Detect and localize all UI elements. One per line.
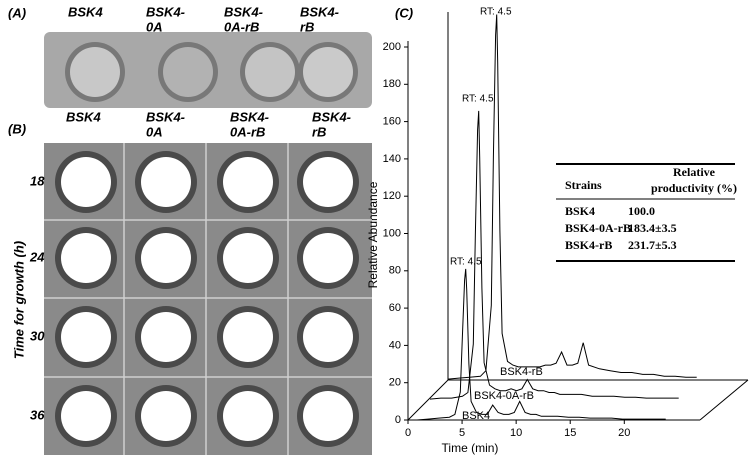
- peak-annotation: RT: 4.5: [450, 257, 482, 268]
- table-cell: BSK4: [565, 204, 595, 218]
- y-tick-label: 160: [383, 116, 401, 128]
- series-label: BSK4: [462, 410, 490, 422]
- plate-disc: [163, 47, 213, 97]
- row-label: 18: [30, 173, 45, 188]
- column-header: 0A: [146, 124, 163, 139]
- panel-label: (B): [8, 121, 26, 136]
- table-cell: 231.7±5.3: [628, 238, 677, 252]
- plate-disc: [141, 157, 191, 207]
- x-tick-label: 15: [564, 427, 576, 439]
- table-cell: BSK4-0A-rB: [565, 221, 631, 235]
- table-cell: BSK4-rB: [565, 238, 612, 252]
- plate-disc: [303, 157, 353, 207]
- x-tick-label: 0: [405, 427, 411, 439]
- plate-disc: [303, 391, 353, 441]
- row-label: 30: [30, 328, 45, 343]
- plate-disc: [61, 312, 111, 362]
- table-header: Relative: [673, 165, 716, 179]
- panel-label: (A): [8, 5, 26, 20]
- column-header: BSK4-: [312, 109, 351, 124]
- plate-disc: [141, 233, 191, 283]
- row-label: 24: [29, 249, 45, 264]
- x-tick-label: 20: [618, 427, 630, 439]
- plate-disc: [303, 312, 353, 362]
- x-axis-label: Time (min): [442, 441, 499, 455]
- y-tick-label: 120: [383, 190, 401, 202]
- plate-disc: [70, 47, 120, 97]
- y-axis-label: Relative Abundance: [366, 181, 380, 288]
- plate-disc: [141, 391, 191, 441]
- column-header: BSK4-: [224, 4, 263, 19]
- table-header: Strains: [565, 178, 602, 192]
- trace: [447, 14, 697, 380]
- table-cell: 183.4±3.5: [628, 221, 677, 235]
- y-tick-label: 180: [383, 78, 401, 90]
- column-header: BSK4: [66, 109, 101, 124]
- column-header: BSK4-: [230, 109, 269, 124]
- depth-line: [699, 379, 749, 421]
- y-tick-label: 60: [389, 302, 401, 314]
- row-axis-label: Time for growth (h): [11, 241, 26, 359]
- plate-disc: [223, 391, 273, 441]
- table-header: productivity (%): [651, 181, 737, 195]
- series-label: BSK4-0A-rB: [474, 390, 534, 402]
- plate-disc: [141, 312, 191, 362]
- column-header: 0A-rB: [224, 19, 259, 34]
- column-header: BSK4-: [146, 109, 185, 124]
- plate-disc: [223, 233, 273, 283]
- y-tick-label: 40: [389, 339, 401, 351]
- y-tick-label: 0: [395, 414, 401, 426]
- x-tick-label: 10: [510, 427, 522, 439]
- plate-disc: [61, 233, 111, 283]
- column-header: BSK4-: [146, 4, 185, 19]
- y-tick-label: 20: [389, 377, 401, 389]
- plate-disc: [223, 312, 273, 362]
- depth-line: [407, 379, 449, 421]
- table-cell: 100.0: [628, 204, 655, 218]
- column-header: BSK4: [68, 4, 103, 19]
- y-tick-label: 100: [383, 227, 401, 239]
- series-label: BSK4-rB: [500, 366, 543, 378]
- plate-disc: [61, 157, 111, 207]
- trace: [416, 268, 666, 421]
- plate-disc: [61, 391, 111, 441]
- x-tick-label: 5: [459, 427, 465, 439]
- column-header: 0A-rB: [230, 124, 265, 139]
- trace: [429, 110, 679, 400]
- plate-disc: [223, 157, 273, 207]
- y-tick-label: 80: [389, 265, 401, 277]
- column-header: rB: [300, 19, 314, 34]
- plate-disc: [303, 233, 353, 283]
- column-header: BSK4-: [300, 4, 339, 19]
- panel-label: (C): [395, 5, 413, 20]
- peak-annotation: RT: 4.5: [462, 94, 494, 105]
- y-tick-label: 140: [383, 153, 401, 165]
- row-label: 36: [30, 407, 45, 422]
- column-header: rB: [312, 124, 326, 139]
- peak-annotation: RT: 4.5: [480, 7, 512, 18]
- plate-disc: [303, 47, 353, 97]
- column-header: 0A: [146, 19, 163, 34]
- plate-disc: [245, 47, 295, 97]
- y-tick-label: 200: [383, 41, 401, 53]
